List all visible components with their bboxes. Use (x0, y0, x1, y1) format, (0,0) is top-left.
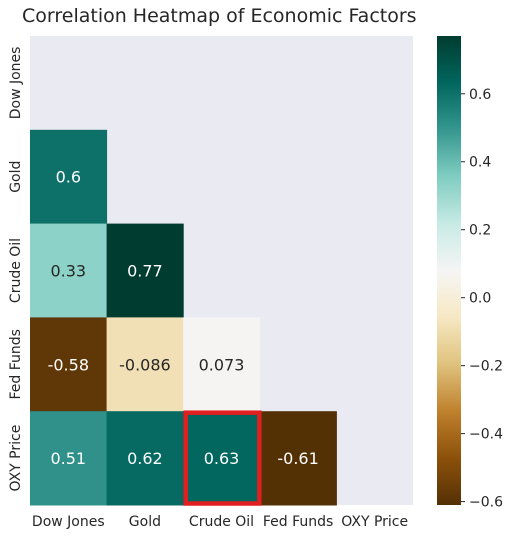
row-label: Gold (8, 161, 24, 193)
heatmap-cell (183, 317, 261, 412)
heatmap-cell (106, 411, 184, 506)
heatmap-cells (30, 129, 337, 506)
column-label: Dow Jones (32, 514, 105, 530)
row-label: OXY Price (8, 425, 24, 492)
heatmap-cell (30, 129, 108, 225)
cell-value-label: 0.33 (50, 262, 86, 281)
cell-value-label: 0.073 (199, 355, 245, 374)
colorbar (437, 36, 461, 505)
row-tick-labels: Dow Jones Gold Crude Oil Fed Funds OXY Price (8, 47, 24, 492)
highlight-box (183, 410, 262, 506)
heatmap-cell (183, 411, 261, 506)
colorbar-ticks: −0.6 −0.4 −0.2 0.0 0.2 0.4 0.6 (461, 87, 503, 511)
column-label: Gold (129, 514, 161, 530)
cell-value-label: 0.63 (204, 449, 240, 468)
cell-value-label: 0.77 (127, 262, 163, 281)
cell-value-label: 0.6 (56, 168, 81, 187)
heatmap-cell (30, 411, 108, 506)
cell-value-label: -0.086 (119, 355, 171, 374)
column-label: Crude Oil (189, 514, 254, 530)
cell-value-label: -0.58 (48, 355, 89, 374)
row-label: Crude Oil (8, 238, 24, 303)
heatmap-cell (30, 317, 108, 412)
colorbar-tick-label: −0.6 (469, 495, 503, 511)
chart-title: Correlation Heatmap of Economic Factors (22, 5, 417, 27)
heatmap-cell (30, 223, 108, 318)
column-label: Fed Funds (263, 514, 333, 530)
row-label: Dow Jones (8, 47, 24, 120)
heatmap-cell (259, 411, 337, 506)
column-label: OXY Price (341, 514, 408, 530)
heatmap-cell (106, 317, 184, 412)
heatmap-cell (106, 223, 184, 318)
cell-value-label: -0.61 (277, 449, 318, 468)
colorbar-tick-label: −0.2 (469, 359, 503, 375)
cell-annotations: 0.6 0.33 0.77 -0.58 -0.086 0.073 0.51 0.62 0.63 -… (48, 168, 319, 468)
cell-value-label: 0.51 (50, 449, 86, 468)
row-label: Fed Funds (8, 329, 24, 399)
colorbar-tick-label: 0.6 (469, 87, 491, 103)
cell-value-label: 0.62 (127, 449, 163, 468)
colorbar-tick-label: 0.0 (469, 291, 491, 307)
colorbar-tick-label: −0.4 (469, 427, 503, 443)
colorbar-tick-label: 0.4 (469, 155, 491, 171)
column-tick-labels: Dow Jones Gold Crude Oil Fed Funds OXY Price (32, 514, 408, 530)
colorbar-tick-label: 0.2 (469, 223, 491, 239)
